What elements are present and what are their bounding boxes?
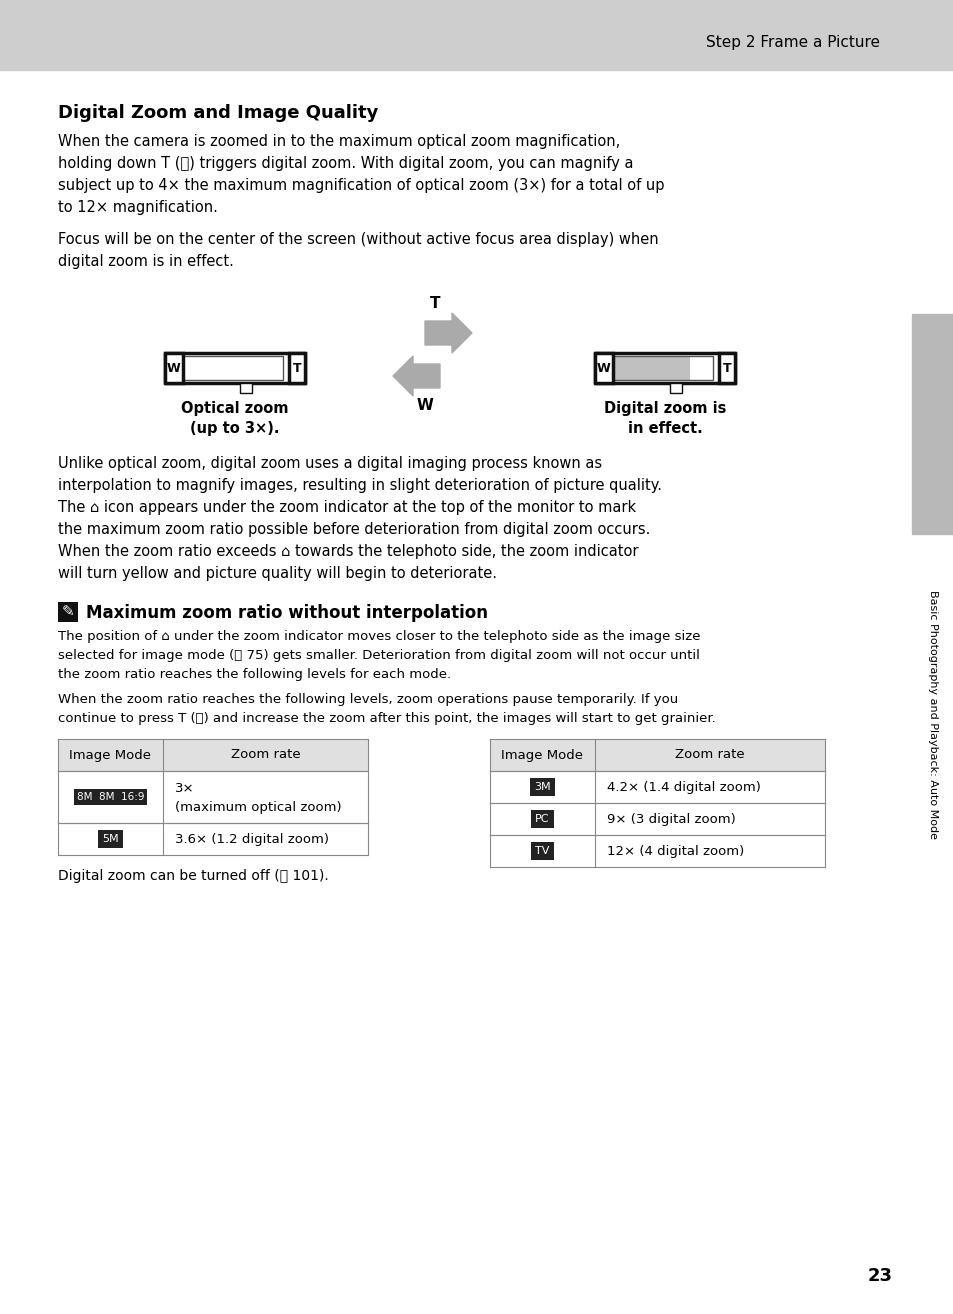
Text: 3M: 3M: [534, 782, 550, 792]
Polygon shape: [424, 313, 472, 353]
Text: Focus will be on the center of the screen (without active focus area display) wh: Focus will be on the center of the scree…: [58, 233, 658, 247]
Text: 5M: 5M: [102, 834, 119, 844]
Text: 3.6× (1.2 digital zoom): 3.6× (1.2 digital zoom): [174, 833, 329, 845]
Text: T: T: [429, 296, 439, 311]
Text: The ⌂ icon appears under the zoom indicator at the top of the monitor to mark: The ⌂ icon appears under the zoom indica…: [58, 501, 636, 515]
Bar: [613, 356, 689, 380]
Text: the maximum zoom ratio possible before deterioration from digital zoom occurs.: the maximum zoom ratio possible before d…: [58, 522, 650, 537]
Text: Optical zoom: Optical zoom: [181, 401, 289, 417]
Text: interpolation to magnify images, resulting in slight deterioration of picture qu: interpolation to magnify images, resulti…: [58, 478, 661, 493]
Text: holding down T (Ⓠ) triggers digital zoom. With digital zoom, you can magnify a: holding down T (Ⓠ) triggers digital zoom…: [58, 156, 633, 171]
Bar: [58, 823, 368, 855]
Bar: [490, 738, 824, 771]
Text: (up to 3×).: (up to 3×).: [190, 420, 279, 436]
Text: Image Mode: Image Mode: [70, 749, 152, 762]
Bar: [490, 771, 824, 803]
Text: Zoom rate: Zoom rate: [231, 749, 300, 762]
Text: Basic Photography and Playback: Auto Mode: Basic Photography and Playback: Auto Mod…: [927, 590, 937, 838]
Text: Maximum zoom ratio without interpolation: Maximum zoom ratio without interpolation: [86, 604, 488, 622]
Text: 3×: 3×: [174, 783, 194, 795]
Text: W: W: [167, 361, 181, 374]
Text: will turn yellow and picture quality will begin to deteriorate.: will turn yellow and picture quality wil…: [58, 566, 497, 581]
Polygon shape: [393, 356, 439, 396]
Text: in effect.: in effect.: [627, 420, 701, 436]
Bar: [58, 771, 368, 823]
Bar: [0, 0, 953, 70]
Bar: [719, 353, 734, 382]
Bar: [58, 738, 368, 771]
Text: Unlike optical zoom, digital zoom uses a digital imaging process known as: Unlike optical zoom, digital zoom uses a…: [58, 456, 601, 470]
Text: 23: 23: [866, 1267, 892, 1285]
Bar: [240, 382, 252, 393]
Bar: [490, 803, 824, 834]
Bar: [595, 353, 734, 382]
Text: T: T: [293, 361, 301, 374]
Text: TV: TV: [535, 846, 549, 855]
Bar: [595, 353, 613, 382]
Text: The position of ⌂ under the zoom indicator moves closer to the telephoto side as: The position of ⌂ under the zoom indicat…: [58, 629, 700, 643]
Text: 12× (4 digital zoom): 12× (4 digital zoom): [606, 845, 743, 858]
Text: W: W: [416, 398, 433, 413]
Text: Digital zoom is: Digital zoom is: [603, 401, 725, 417]
Bar: [490, 834, 824, 867]
Bar: [911, 314, 953, 533]
Bar: [177, 356, 283, 380]
Bar: [606, 356, 712, 380]
Text: to 12× magnification.: to 12× magnification.: [58, 200, 217, 215]
Bar: [165, 353, 305, 382]
Text: Digital Zoom and Image Quality: Digital Zoom and Image Quality: [58, 104, 378, 122]
Text: 8M  8M  16:9: 8M 8M 16:9: [76, 792, 144, 802]
Text: T: T: [722, 361, 731, 374]
Text: When the camera is zoomed in to the maximum optical zoom magnification,: When the camera is zoomed in to the maxi…: [58, 134, 619, 148]
Text: Step 2 Frame a Picture: Step 2 Frame a Picture: [705, 35, 879, 50]
Text: the zoom ratio reaches the following levels for each mode.: the zoom ratio reaches the following lev…: [58, 668, 451, 681]
Text: PC: PC: [535, 813, 549, 824]
Text: subject up to 4× the maximum magnification of optical zoom (3×) for a total of u: subject up to 4× the maximum magnificati…: [58, 177, 664, 193]
Text: continue to press T (Ⓠ) and increase the zoom after this point, the images will : continue to press T (Ⓠ) and increase the…: [58, 712, 715, 725]
Text: 4.2× (1.4 digital zoom): 4.2× (1.4 digital zoom): [606, 781, 760, 794]
Text: Zoom rate: Zoom rate: [675, 749, 744, 762]
Text: ✎: ✎: [62, 604, 74, 619]
Bar: [289, 353, 305, 382]
Bar: [58, 602, 78, 622]
Text: digital zoom is in effect.: digital zoom is in effect.: [58, 254, 233, 269]
Text: When the zoom ratio reaches the following levels, zoom operations pause temporar: When the zoom ratio reaches the followin…: [58, 692, 678, 706]
Text: selected for image mode (Ⓢ 75) gets smaller. Deterioration from digital zoom wil: selected for image mode (Ⓢ 75) gets smal…: [58, 649, 700, 662]
Text: When the zoom ratio exceeds ⌂ towards the telephoto side, the zoom indicator: When the zoom ratio exceeds ⌂ towards th…: [58, 544, 638, 558]
Bar: [165, 353, 183, 382]
Text: Image Mode: Image Mode: [501, 749, 583, 762]
Text: (maximum optical zoom): (maximum optical zoom): [174, 800, 341, 813]
Text: 9× (3 digital zoom): 9× (3 digital zoom): [606, 812, 735, 825]
Bar: [670, 382, 681, 393]
Text: Digital zoom can be turned off (Ⓢ 101).: Digital zoom can be turned off (Ⓢ 101).: [58, 869, 329, 883]
Text: W: W: [597, 361, 610, 374]
